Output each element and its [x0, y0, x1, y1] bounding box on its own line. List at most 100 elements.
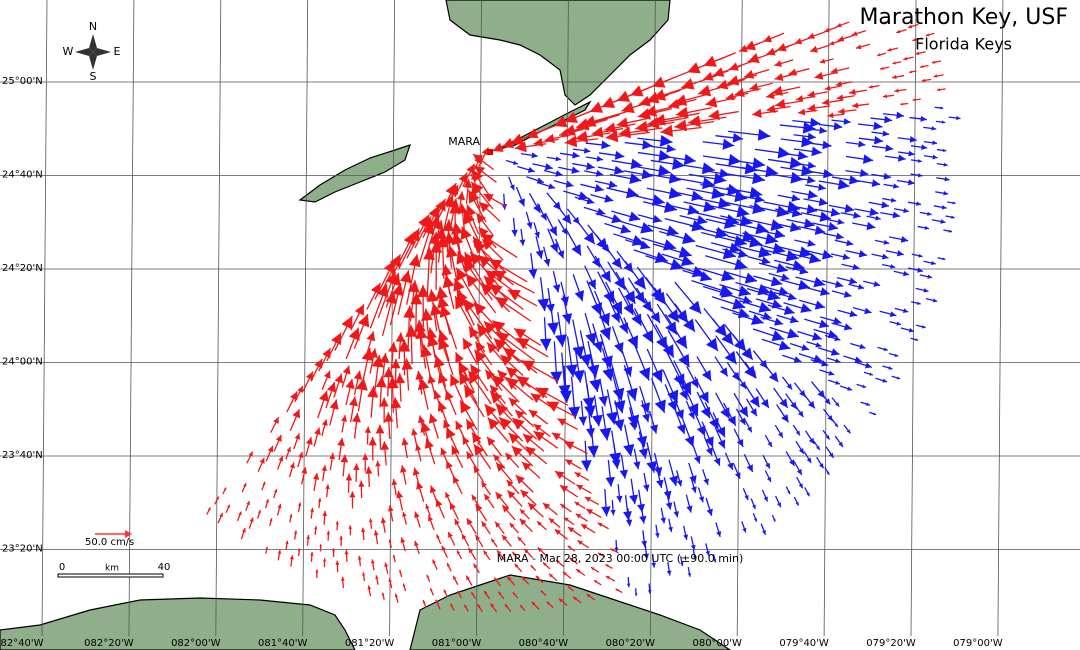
current-vector-head: [828, 452, 834, 458]
current-vector-head: [951, 215, 955, 219]
current-vector-head: [731, 372, 740, 381]
current-vector-head: [614, 342, 624, 354]
current-vector-head: [853, 211, 861, 219]
current-vector-head: [705, 96, 718, 108]
current-vector-head: [512, 418, 525, 430]
current-vector-head: [480, 233, 494, 246]
current-vector-head: [510, 133, 524, 145]
longitude-line: [476, 0, 482, 637]
current-vector-head: [321, 419, 328, 426]
current-vector-head: [907, 24, 913, 29]
current-vector-head: [297, 548, 301, 552]
current-vector-head: [226, 504, 230, 509]
current-vector-head: [781, 414, 789, 423]
current-vector-head: [656, 479, 664, 488]
current-vector-head: [883, 172, 891, 180]
current-vector-head: [576, 569, 581, 573]
current-vector-head: [587, 445, 599, 458]
current-vector-head: [824, 85, 831, 91]
current-vector-head: [446, 244, 458, 258]
current-vector-head: [642, 139, 653, 150]
current-vector-head: [599, 427, 612, 441]
current-vector-head: [821, 249, 833, 260]
current-vector-head: [473, 302, 487, 316]
current-vector-head: [651, 194, 665, 206]
current-vector-head: [866, 221, 876, 231]
current-vector-head: [704, 436, 714, 448]
current-vector-head: [243, 483, 247, 488]
current-vector-head: [599, 326, 611, 341]
current-vector-head: [497, 550, 502, 555]
current-vector-head: [473, 466, 480, 474]
current-vector-head: [375, 424, 385, 434]
current-vector-head: [386, 376, 399, 389]
current-vector-head: [453, 278, 465, 292]
current-vector-head: [698, 496, 705, 503]
current-vector-head: [286, 446, 291, 453]
current-vector-head: [813, 276, 826, 288]
current-vector-head: [584, 497, 592, 503]
current-vector-head: [433, 390, 442, 400]
current-vector-head: [766, 104, 776, 114]
current-vector-head: [596, 207, 606, 216]
current-vector-head: [827, 415, 833, 422]
current-vector-head: [663, 201, 677, 213]
current-vector-head: [594, 580, 598, 584]
current-vector-head: [620, 224, 631, 234]
current-vector-head: [556, 560, 560, 564]
current-vector-head: [558, 598, 563, 603]
current-vector-head: [688, 300, 702, 314]
current-vector-head: [674, 119, 687, 132]
current-vector-head: [457, 203, 468, 214]
current-vector-head: [801, 136, 814, 148]
current-vector-head: [427, 333, 439, 347]
current-vector-head: [442, 219, 455, 232]
scale-start: 0: [59, 562, 65, 573]
current-vector-head: [873, 135, 884, 145]
current-vector-head: [778, 431, 783, 438]
current-vector-head: [851, 31, 858, 37]
current-vector-head: [900, 102, 904, 106]
current-vector-head: [315, 569, 319, 573]
longitude-label: 081°00'W: [432, 638, 482, 649]
current-vector-head: [803, 218, 815, 229]
current-vector-head: [614, 547, 619, 552]
current-vector-head: [777, 502, 781, 508]
current-vector-head: [691, 486, 697, 493]
current-vector-head: [568, 406, 581, 420]
current-vector-head: [523, 433, 534, 444]
current-vector-head: [473, 241, 486, 254]
current-vector-head: [436, 534, 440, 539]
current-vector-head: [389, 254, 401, 268]
current-vector-head: [392, 554, 396, 558]
current-vector-head: [564, 441, 575, 450]
current-vector-head: [294, 433, 301, 440]
current-vector-head: [834, 280, 844, 288]
current-vector-head: [776, 42, 787, 52]
current-vector-head: [412, 467, 420, 476]
current-vector-head: [819, 287, 830, 296]
current-vector-head: [438, 336, 450, 351]
current-vector-head: [407, 280, 420, 293]
current-vector-head: [414, 511, 420, 519]
current-vector-head: [466, 273, 479, 288]
current-vector-head: [540, 590, 544, 594]
current-vector-head: [881, 21, 886, 25]
current-vector-head: [837, 35, 845, 42]
current-vector-head: [823, 169, 834, 179]
current-vector-head: [896, 250, 904, 257]
current-vector-head: [706, 337, 718, 352]
current-vector-head: [869, 372, 873, 376]
longitude-label: 079°40'W: [779, 638, 829, 649]
current-vector-head: [930, 260, 936, 266]
current-vector-head: [833, 317, 842, 325]
longitude-label: 079°00'W: [953, 638, 1003, 649]
current-vector-head: [215, 496, 219, 500]
current-vector-head: [586, 594, 591, 598]
current-vector-head: [428, 413, 438, 424]
current-vector-head: [857, 284, 865, 290]
current-vector-head: [717, 439, 726, 449]
current-vector-head: [368, 437, 377, 446]
current-vector-head: [370, 283, 381, 295]
current-vector-head: [816, 445, 820, 450]
